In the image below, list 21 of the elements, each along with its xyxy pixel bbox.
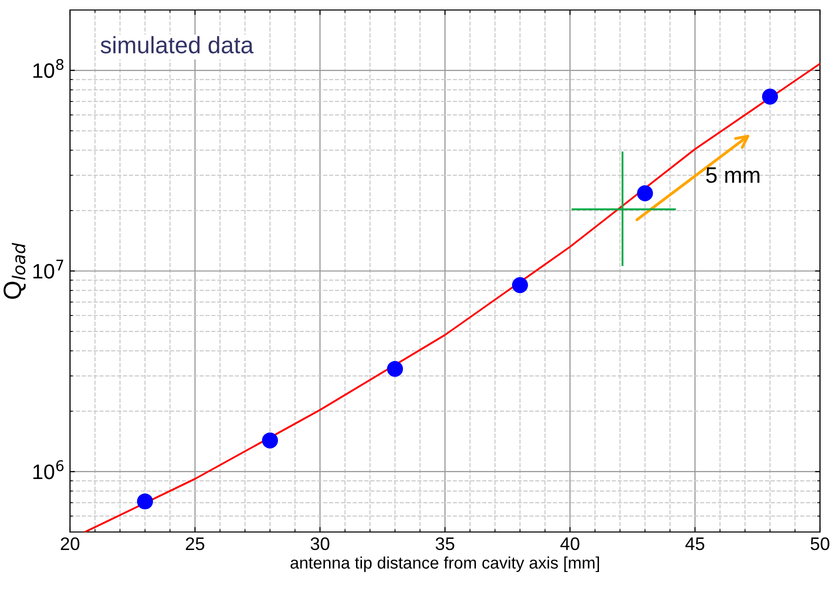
y-tick-label: 10$^{7}$ xyxy=(33,260,64,279)
x-tick-label: 50 xyxy=(810,537,830,550)
x-axis-title: antenna tip distance from cavity axis [mm] xyxy=(290,556,599,572)
annotation: simulated data xyxy=(100,36,254,54)
point xyxy=(762,88,778,105)
x-tick-label: 30 xyxy=(310,537,330,550)
annotation: 5 mm xyxy=(706,167,760,183)
point xyxy=(262,432,278,448)
point xyxy=(637,185,653,202)
x-tick-label: 25 xyxy=(186,537,204,550)
line-series xyxy=(84,62,820,532)
point xyxy=(512,277,528,294)
y-tick-label: 10$^{6}$ xyxy=(33,460,64,480)
x-tick-label: 40 xyxy=(560,537,580,550)
x-tick-label: 20 xyxy=(60,537,80,550)
x-tick-label: 35 xyxy=(436,537,454,550)
point xyxy=(387,360,403,377)
y-axis-title: Q$_{load}$ xyxy=(4,242,26,299)
point xyxy=(137,493,153,510)
x-tick-label: 45 xyxy=(685,538,704,550)
y-tick-label: 10$^{8}$ xyxy=(33,58,64,78)
